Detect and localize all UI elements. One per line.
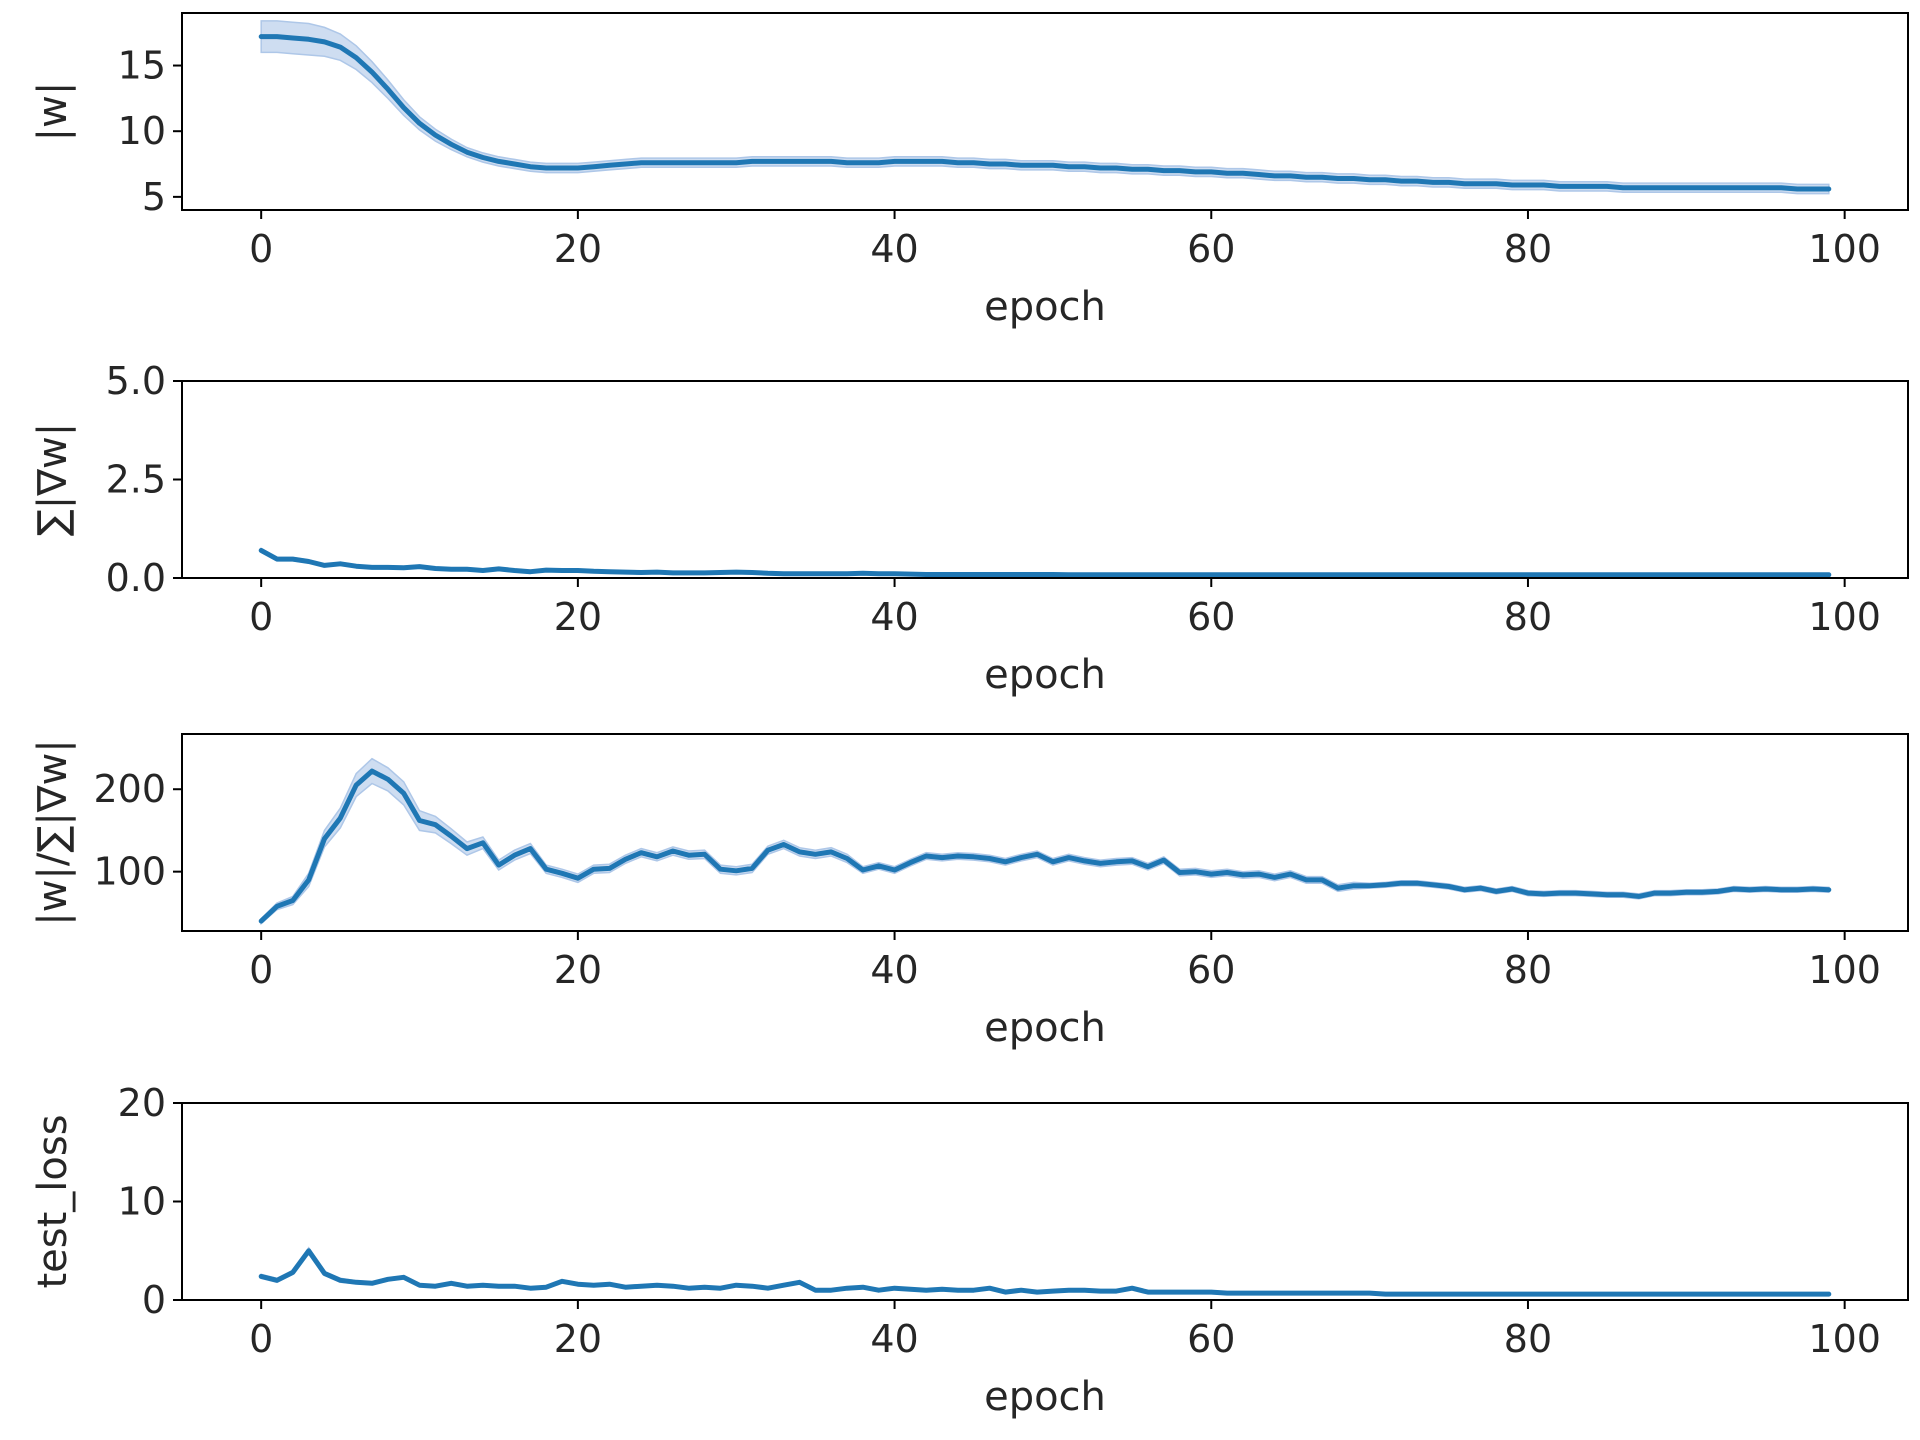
x-tick-label: 20	[554, 595, 602, 639]
x-tick-label: 0	[249, 948, 273, 992]
plot-area	[258, 1246, 1832, 1297]
axes-frame	[181, 12, 1909, 211]
x-tick-label: 60	[1187, 1317, 1235, 1361]
panel-2: 0 20 40 60 80 100 0.0 2.5 5.0 epoch ∑|∇w|	[30, 359, 1909, 698]
x-tick-label: 60	[1187, 595, 1235, 639]
x-tick-label: 0	[249, 1317, 273, 1361]
y-tick-label: 20	[118, 1081, 166, 1125]
x-tick-label: 20	[554, 948, 602, 992]
y-tick-label: 200	[93, 767, 166, 811]
x-tick-label: 0	[249, 227, 273, 271]
y-tick-label: 10	[118, 1180, 166, 1224]
x-tick-label: 0	[249, 595, 273, 639]
confidence-band	[260, 20, 1830, 195]
series-line	[258, 768, 1832, 924]
y-tick-label: 15	[118, 44, 166, 88]
series-line	[258, 547, 1832, 578]
series-line	[258, 1248, 1832, 1297]
x-tick-label: 60	[1187, 948, 1235, 992]
x-tick-label: 100	[1808, 595, 1881, 639]
x-tick-label: 100	[1808, 1317, 1881, 1361]
panel-1: 0 20 40 60 80 100 5 10 15 epoch |w|	[30, 12, 1909, 330]
x-axis-label: epoch	[984, 284, 1106, 330]
x-tick-label: 80	[1504, 227, 1552, 271]
x-tick-label: 80	[1504, 595, 1552, 639]
y-axis-label: |w|	[30, 82, 76, 142]
y-tick-label: 100	[93, 850, 166, 894]
x-tick-label: 40	[870, 1317, 918, 1361]
x-tick-label: 40	[870, 595, 918, 639]
x-tick-label: 40	[870, 227, 918, 271]
x-tick-label: 20	[554, 1317, 602, 1361]
axes-frame	[181, 380, 1909, 579]
panel-4: 0 20 40 60 80 100 0 10 20 epoch test_loss	[30, 1081, 1909, 1420]
y-tick-label: 5	[142, 175, 166, 219]
x-tick-label: 60	[1187, 227, 1235, 271]
x-tick-label: 20	[554, 227, 602, 271]
y-tick-label: 10	[118, 109, 166, 153]
x-tick-label: 40	[870, 948, 918, 992]
y-axis-label: ∑|∇w|	[30, 423, 76, 536]
x-axis-label: epoch	[984, 652, 1106, 698]
x-tick-label: 100	[1808, 948, 1881, 992]
plot-area	[258, 547, 1832, 578]
y-tick-label: 0.0	[106, 556, 166, 600]
series-line	[258, 34, 1832, 192]
y-axis-label: |w|/∑|∇w|	[30, 739, 76, 926]
x-axis-label: epoch	[984, 1005, 1106, 1051]
y-axis-label: test_loss	[30, 1114, 76, 1288]
x-axis-label: epoch	[984, 1374, 1106, 1420]
x-tick-label: 80	[1504, 1317, 1552, 1361]
panel-3: 0 20 40 60 80 100 100 200 epoch |w|/∑|∇w|	[30, 733, 1909, 1051]
y-tick-label: 2.5	[106, 458, 166, 502]
confidence-band	[260, 757, 1830, 926]
x-tick-label: 80	[1504, 948, 1552, 992]
plot-area	[258, 757, 1832, 926]
axes-frame	[181, 733, 1909, 932]
axes-frame	[181, 1102, 1909, 1301]
plot-area	[258, 20, 1832, 195]
y-tick-label: 0	[142, 1278, 166, 1322]
y-tick-label: 5.0	[106, 359, 166, 403]
x-tick-label: 100	[1808, 227, 1881, 271]
